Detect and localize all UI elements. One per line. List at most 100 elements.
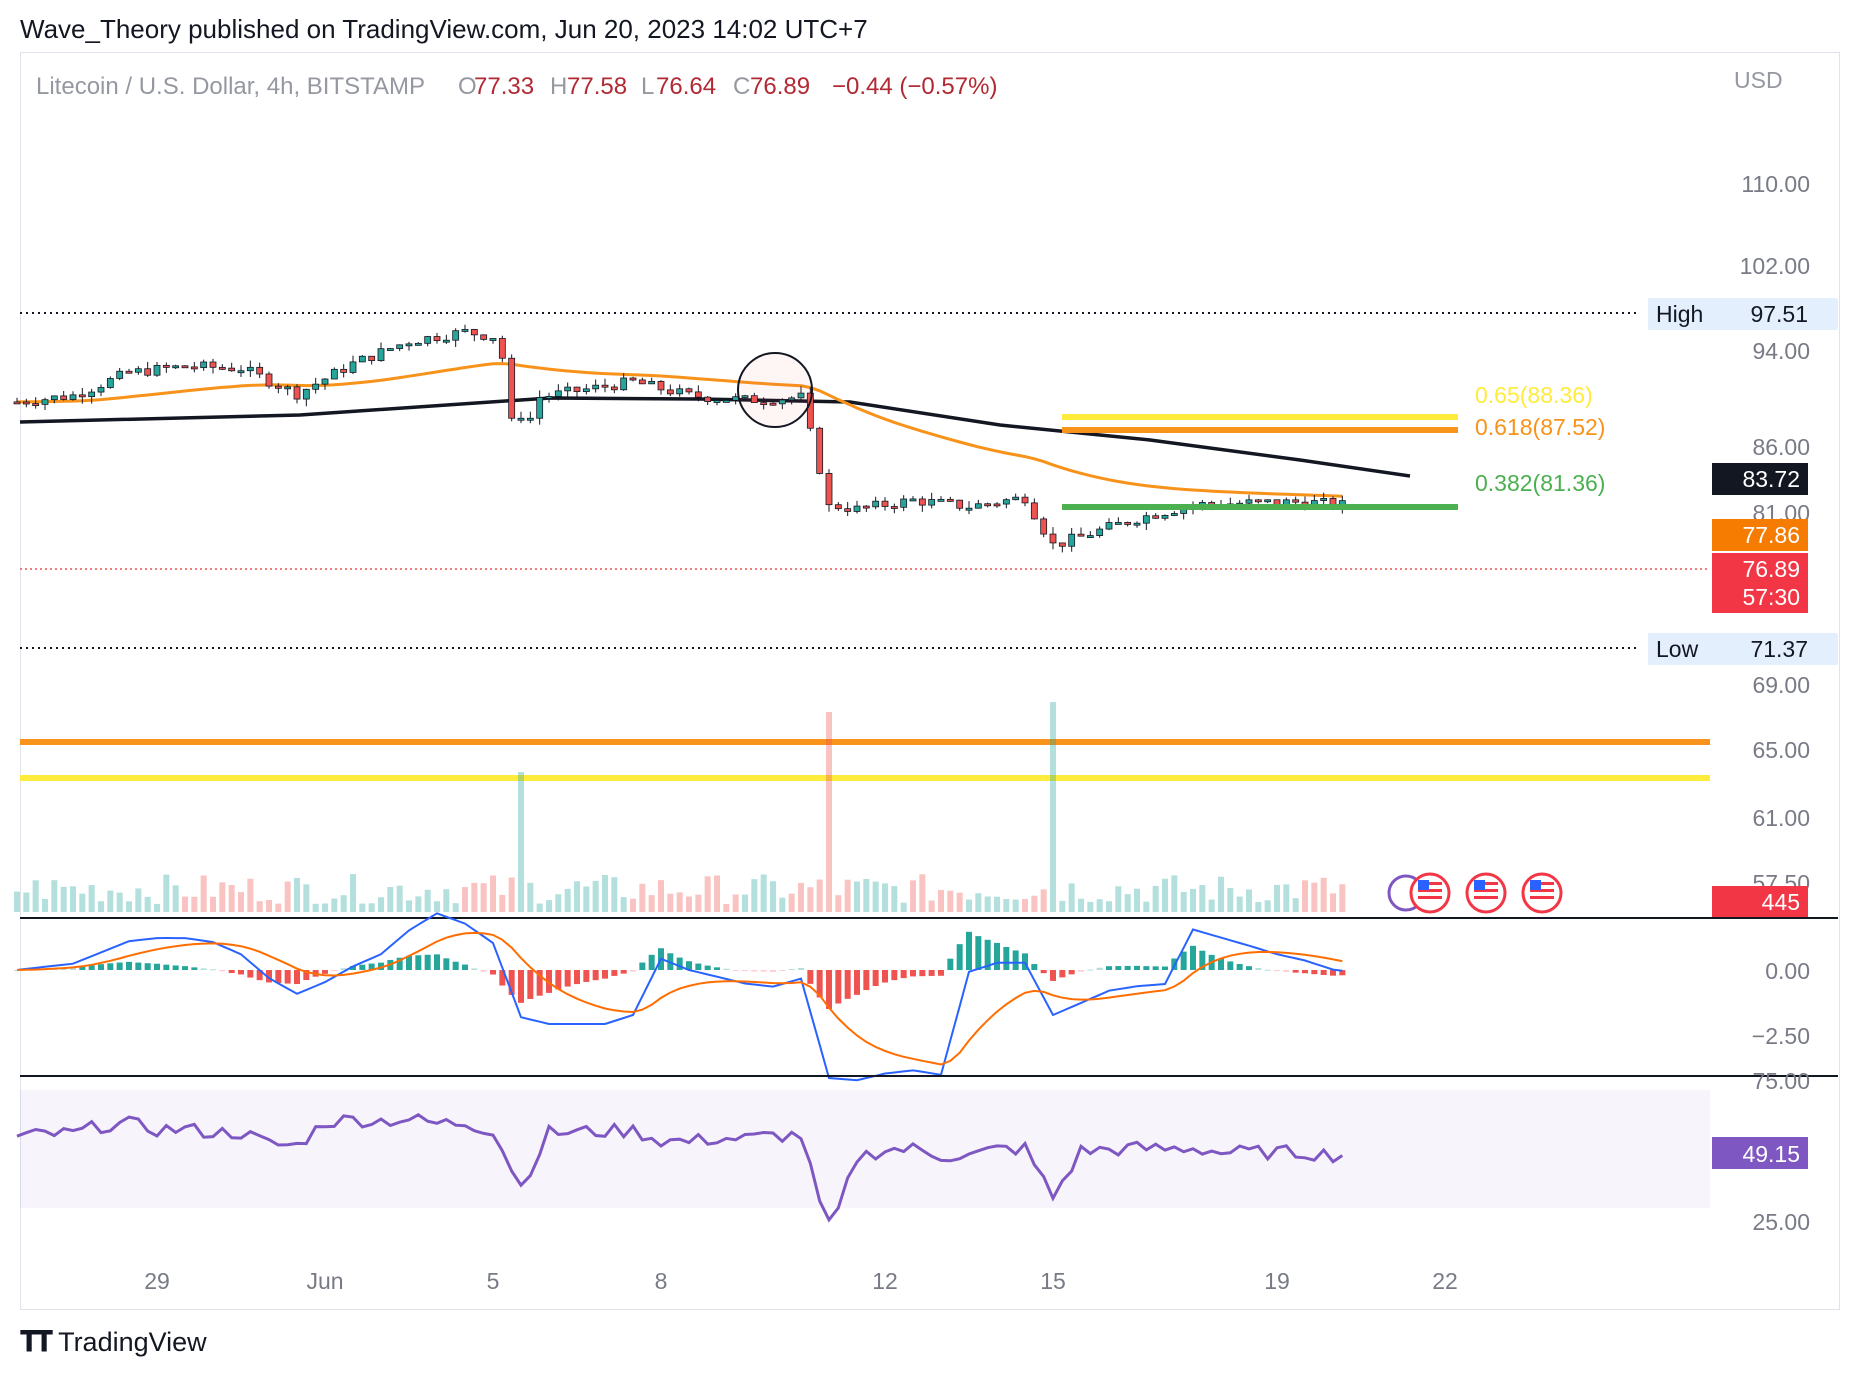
candle-body <box>554 390 562 397</box>
macd-histogram-bar <box>303 970 310 981</box>
macd-histogram-bar <box>1106 966 1112 970</box>
volume-bar <box>1199 885 1206 912</box>
volume-bar <box>919 874 926 912</box>
event-flags[interactable] <box>1387 872 1563 914</box>
candle-body <box>806 392 814 429</box>
volume-bar <box>1302 880 1308 912</box>
volume-bar <box>891 886 898 912</box>
candle-body <box>872 500 880 508</box>
macd-histogram-bar <box>294 970 300 984</box>
time-tick: 22 <box>1432 1268 1458 1294</box>
macd-histogram-bar <box>704 965 711 970</box>
macd-histogram-bar <box>144 963 151 970</box>
candle-body <box>620 377 628 391</box>
volume-bar <box>798 882 804 912</box>
volume-bar <box>807 887 814 912</box>
macd-histogram-bar <box>378 962 384 970</box>
volume-bar <box>88 885 95 912</box>
candle-body <box>816 427 824 474</box>
volume-bar <box>387 887 394 912</box>
macd-histogram-bar <box>172 965 179 970</box>
volume-bar <box>583 886 590 912</box>
macd-histogram-bar <box>200 968 207 970</box>
volume-bar <box>639 883 646 912</box>
time-tick: 5 <box>487 1268 500 1294</box>
low-value: 76.64 <box>656 73 716 100</box>
volume-bar <box>667 893 674 912</box>
candle-body <box>172 365 180 369</box>
volume-bar <box>1115 886 1122 912</box>
candle-body <box>368 355 376 362</box>
time-axis[interactable]: 29 Jun 5 8 12 15 19 22 <box>144 1268 1458 1294</box>
volume-bar <box>434 901 440 912</box>
candle-body <box>592 384 600 390</box>
candle-body <box>974 503 982 509</box>
macd-histogram-bar <box>788 969 795 971</box>
macd-histogram-bar <box>1134 965 1140 970</box>
volume-bar <box>14 891 20 912</box>
candle-body <box>144 368 152 376</box>
volume-bar <box>1040 889 1047 912</box>
macd-histogram-bar <box>1339 970 1346 976</box>
footer-brand-text: TradingView <box>58 1327 207 1357</box>
ema50-badge-bg <box>1712 519 1808 551</box>
volume-bar <box>527 882 534 912</box>
macd-histogram-bar <box>368 963 375 970</box>
candle-body <box>60 395 68 400</box>
candle-body <box>461 329 469 332</box>
macd-histogram-bar <box>714 967 720 970</box>
candle-body <box>1021 496 1029 504</box>
candle-body <box>638 379 646 385</box>
candle-body <box>190 366 198 370</box>
macd-histogram-bar <box>826 970 832 1009</box>
macd-histogram-bar <box>1003 946 1010 970</box>
highlight-circle <box>737 352 813 428</box>
candle-body <box>601 384 609 388</box>
candle-body <box>200 361 208 369</box>
candle-body <box>265 373 273 387</box>
price-tick: 65.00 <box>1752 737 1810 763</box>
footer-brand[interactable]: 𝐓𝐓 TradingView <box>20 1326 207 1359</box>
candle-body <box>946 498 954 502</box>
macd-histogram-bar <box>1199 950 1206 970</box>
candle-body <box>760 402 768 406</box>
volume-bar <box>1218 876 1224 912</box>
volume-bar <box>1078 898 1084 912</box>
candle-body <box>1264 499 1272 503</box>
low-label: L <box>641 73 654 100</box>
macd-histogram-bar <box>116 962 123 970</box>
volume-bar <box>443 889 450 912</box>
candle-body <box>1254 499 1262 503</box>
volume-bar <box>1087 901 1094 912</box>
macd-histogram-bar <box>1068 970 1075 975</box>
price-axis[interactable]: 110.00102.0094.0086.0081.0069.0065.0061.… <box>1740 171 1810 896</box>
volume-bar <box>1283 884 1290 912</box>
candle-body <box>984 503 992 507</box>
candle-body <box>256 366 264 375</box>
macd-histogram-bar <box>555 970 562 990</box>
ema50-line <box>16 362 1343 498</box>
candle-body <box>582 388 590 393</box>
macd-histogram-bar <box>1143 966 1150 970</box>
candle-body <box>209 361 217 368</box>
volume-bar <box>1180 891 1187 912</box>
volume-bar <box>1012 899 1019 912</box>
price-tick: 110.00 <box>1741 171 1810 197</box>
candle-body <box>508 357 516 419</box>
macd-histogram-bar <box>284 970 291 984</box>
volume-bar <box>854 881 860 912</box>
macd-histogram-bar <box>443 958 450 970</box>
volume-bar <box>826 712 832 912</box>
macd-histogram-bar <box>1180 951 1187 970</box>
candle-body <box>778 399 786 405</box>
macd-histogram-bar <box>900 970 907 979</box>
candle-body <box>1245 499 1253 504</box>
volume-bar <box>770 881 776 912</box>
countdown-value: 57:30 <box>1742 584 1800 610</box>
price-tick: 94.00 <box>1752 338 1810 364</box>
volume-bar <box>275 903 282 912</box>
macd-histogram-bar <box>1320 970 1327 975</box>
ema50-badge-value: 77.86 <box>1742 522 1800 548</box>
